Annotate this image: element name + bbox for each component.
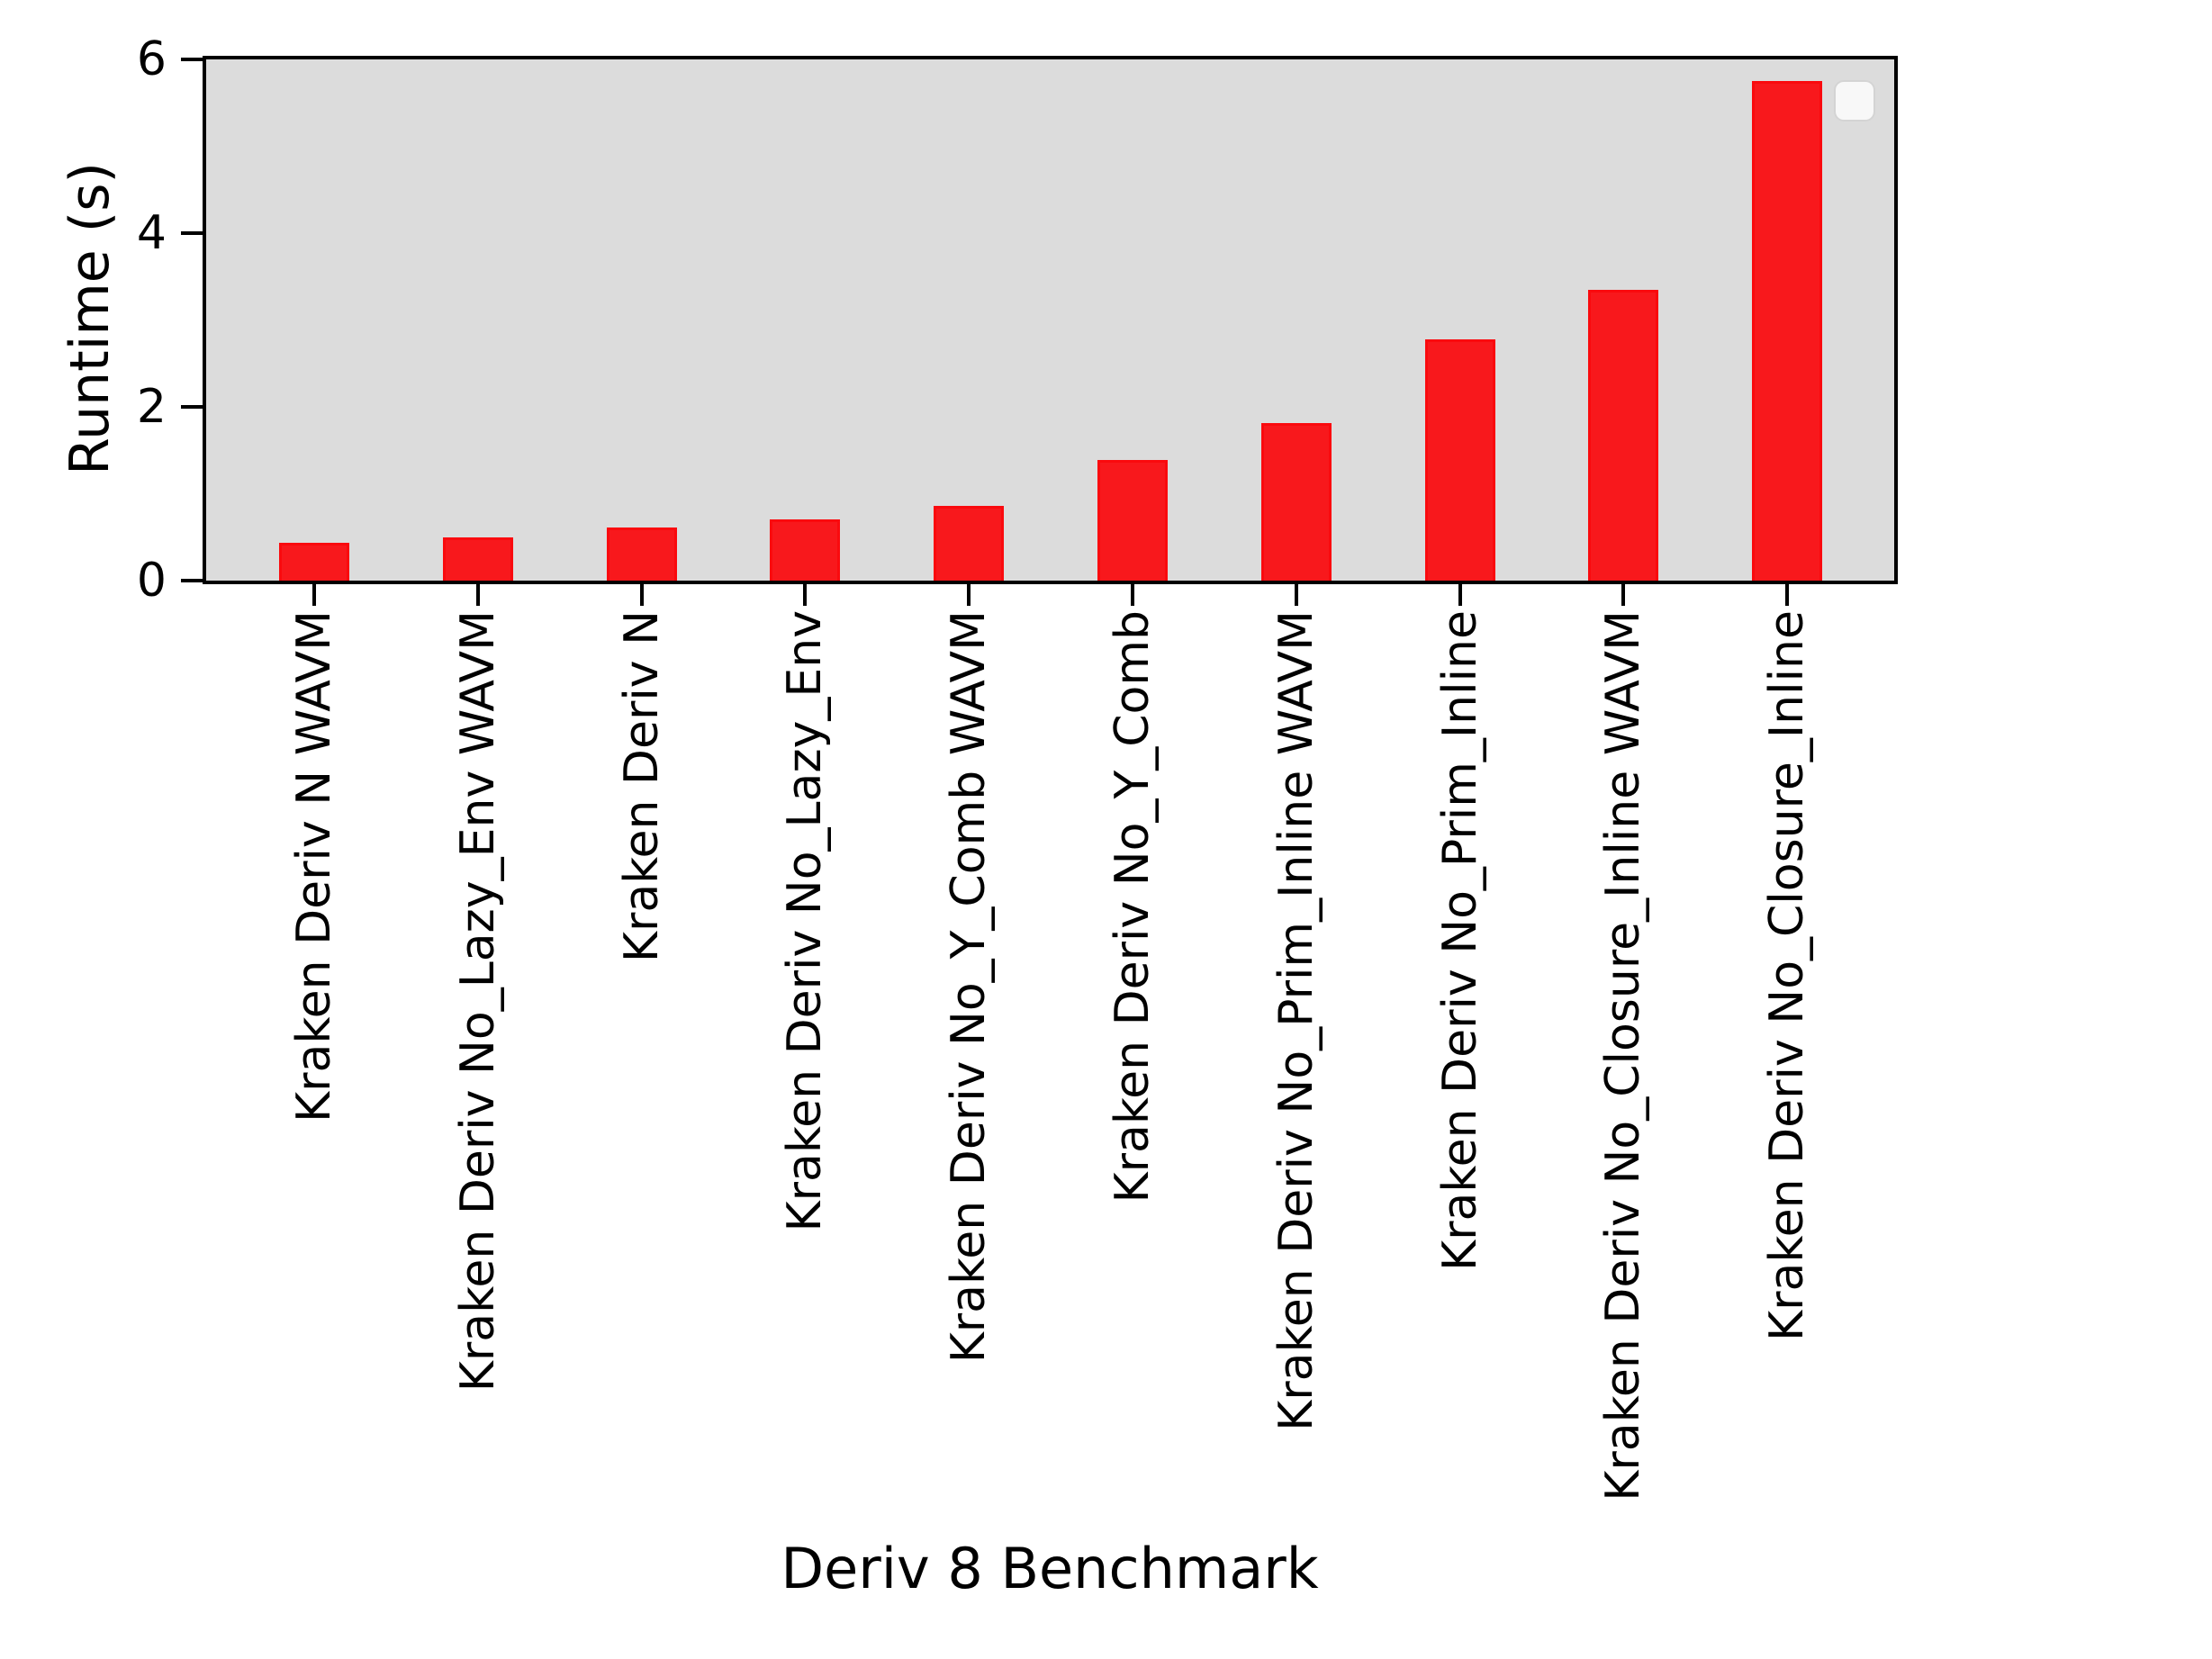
y-tick-mark xyxy=(181,231,203,235)
bar xyxy=(279,543,349,581)
y-tick-label: 2 xyxy=(136,380,167,434)
bar xyxy=(606,527,677,581)
bar xyxy=(1097,460,1168,581)
bar xyxy=(1588,290,1659,581)
x-tick-label: Kraken Deriv N WAVM xyxy=(287,610,341,1123)
y-tick-mark xyxy=(181,58,203,61)
x-tick-mark xyxy=(1458,583,1462,606)
x-tick-label: Kraken Deriv No_Lazy_Env xyxy=(778,610,833,1232)
x-tick-mark xyxy=(1131,583,1134,606)
y-tick-label: 6 xyxy=(136,32,167,86)
y-tick-label: 0 xyxy=(136,554,167,608)
bar xyxy=(1752,81,1823,581)
x-tick-mark xyxy=(639,583,644,606)
bar xyxy=(442,537,513,581)
x-tick-mark xyxy=(967,583,971,606)
x-tick-mark xyxy=(1785,583,1790,606)
x-tick-mark xyxy=(312,583,316,606)
legend-box xyxy=(1834,80,1875,122)
bar xyxy=(1424,339,1495,581)
x-tick-mark xyxy=(1294,583,1298,606)
x-axis-title: Deriv 8 Benchmark xyxy=(781,1536,1319,1601)
x-tick-label: Kraken Deriv No_Prim_Inline xyxy=(1432,610,1487,1272)
x-tick-mark xyxy=(803,583,808,606)
y-tick-label: 4 xyxy=(136,206,167,260)
x-tick-label: Kraken Deriv No_Prim_Inline WAVM xyxy=(1269,610,1323,1431)
x-tick-label: Kraken Deriv No_Closure_Inline WAVM xyxy=(1596,610,1651,1501)
x-tick-label: Kraken Deriv N xyxy=(614,610,669,963)
bar xyxy=(770,519,841,581)
x-tick-label: Kraken Deriv No_Closure_Inline xyxy=(1760,610,1815,1341)
x-tick-label: Kraken Deriv No_Y_Comb xyxy=(1106,610,1160,1204)
x-tick-mark xyxy=(1621,583,1626,606)
y-tick-mark xyxy=(181,405,203,409)
x-tick-label: Kraken Deriv No_Y_Comb WAVM xyxy=(942,610,997,1364)
x-tick-mark xyxy=(475,583,480,606)
bar xyxy=(1260,423,1332,581)
y-tick-mark xyxy=(181,579,203,582)
x-tick-label: Kraken Deriv No_Lazy_Env WAVM xyxy=(450,610,505,1393)
y-axis-title: Runtime (s) xyxy=(59,162,122,475)
bar xyxy=(934,506,1005,581)
